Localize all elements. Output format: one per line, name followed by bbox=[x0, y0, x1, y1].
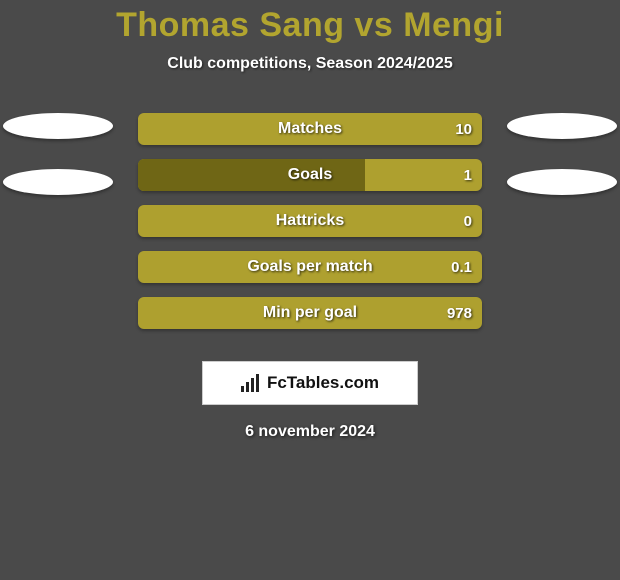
right-ovals bbox=[502, 113, 620, 195]
oval-placeholder bbox=[3, 169, 113, 195]
page-title: Thomas Sang vs Mengi bbox=[0, 6, 620, 45]
stat-bar-label: Hattricks bbox=[138, 212, 482, 230]
oval-placeholder bbox=[507, 113, 617, 139]
stat-bar-value: 10 bbox=[455, 121, 472, 138]
stat-bar: Min per goal978 bbox=[138, 297, 482, 329]
stat-card: Thomas Sang vs Mengi Club competitions, … bbox=[0, 0, 620, 580]
stat-bar: Hattricks0 bbox=[138, 205, 482, 237]
bars-icon bbox=[241, 374, 263, 392]
stat-bar-label: Matches bbox=[138, 120, 482, 138]
stat-bar-label: Goals bbox=[138, 166, 482, 184]
brand-text: FcTables.com bbox=[267, 373, 379, 393]
stat-bar-value: 978 bbox=[447, 305, 472, 322]
stat-bar-value: 0 bbox=[464, 213, 472, 230]
brand-box[interactable]: FcTables.com bbox=[202, 361, 418, 405]
content-row: Matches10Goals1Hattricks0Goals per match… bbox=[0, 113, 620, 343]
left-ovals bbox=[0, 113, 118, 195]
stat-bar-value: 1 bbox=[464, 167, 472, 184]
stat-bar-value: 0.1 bbox=[451, 259, 472, 276]
date-label: 6 november 2024 bbox=[0, 423, 620, 441]
stat-bar: Matches10 bbox=[138, 113, 482, 145]
stat-bar-label: Min per goal bbox=[138, 304, 482, 322]
oval-placeholder bbox=[507, 169, 617, 195]
page-subtitle: Club competitions, Season 2024/2025 bbox=[0, 55, 620, 73]
stat-bar: Goals1 bbox=[138, 159, 482, 191]
stat-bars: Matches10Goals1Hattricks0Goals per match… bbox=[138, 113, 482, 329]
oval-placeholder bbox=[3, 113, 113, 139]
stat-bar: Goals per match0.1 bbox=[138, 251, 482, 283]
stat-bar-label: Goals per match bbox=[138, 258, 482, 276]
